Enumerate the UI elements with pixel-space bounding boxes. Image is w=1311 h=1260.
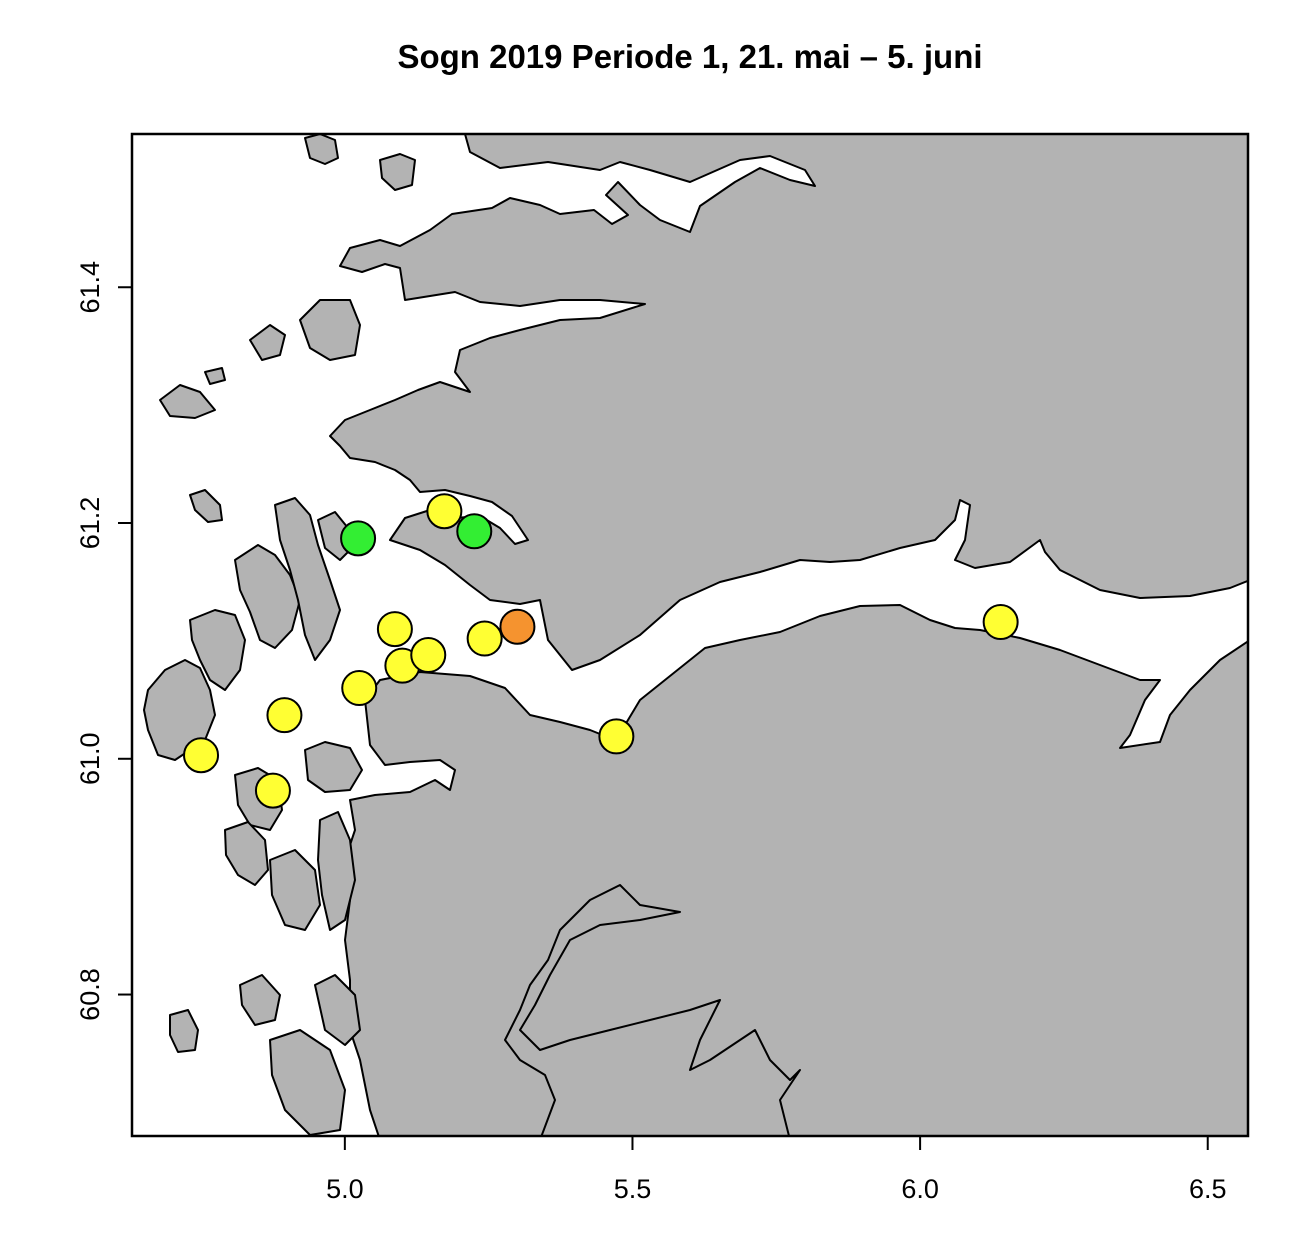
station-point-yellow [183,737,220,774]
island-south-6 [314,974,361,1046]
island-north-1 [299,299,361,361]
island-west-1 [189,609,246,691]
map-title: Sogn 2019 Periode 1, 21. mai – 5. juni [397,38,983,75]
plot-frame [130,132,1250,1138]
station-point-yellow [341,670,378,707]
y-tick-label: 61.4 [75,261,105,314]
island-north-3 [159,384,216,419]
island-north-2 [249,324,286,361]
station-point-yellow [410,637,447,674]
station-point-yellow [376,611,413,648]
station-point-orange [499,608,536,645]
x-tick-label: 5.0 [326,1174,364,1204]
island-mid-2 [304,741,363,793]
island-west-3 [274,497,341,661]
x-tick-label: 6.0 [901,1174,939,1204]
island-west-2 [234,544,301,649]
station-point-yellow [598,718,635,755]
x-tick-label: 5.5 [614,1174,652,1204]
station-point-green [456,513,493,550]
y-axis: 60.8 61.0 61.2 61.4 [75,261,132,1021]
island-south-2 [269,849,321,931]
island-south-5 [269,1029,346,1136]
island-south-7 [169,1009,199,1053]
x-tick-label: 6.5 [1189,1174,1227,1204]
island-north-6 [304,134,339,165]
station-points [183,493,1019,809]
station-point-yellow [982,604,1019,641]
land-south-mainland [344,604,1248,1136]
island-south-4 [239,974,281,1026]
y-tick-label: 61.0 [75,732,105,785]
station-point-yellow [466,620,503,657]
map-land-layer [143,134,1248,1136]
land-north-mainland [329,134,1248,671]
island-north-5 [189,489,223,523]
island-south-1 [224,821,269,886]
island-south-3 [317,811,356,931]
y-tick-label: 61.2 [75,497,105,550]
island-north-4 [204,367,226,385]
island-north-7 [379,153,416,191]
station-point-green [340,520,377,557]
x-axis: 5.0 5.5 6.0 6.5 [326,1136,1227,1204]
station-point-yellow [254,772,291,809]
station-point-yellow [266,697,303,734]
y-tick-label: 60.8 [75,968,105,1021]
station-point-yellow [426,493,463,530]
